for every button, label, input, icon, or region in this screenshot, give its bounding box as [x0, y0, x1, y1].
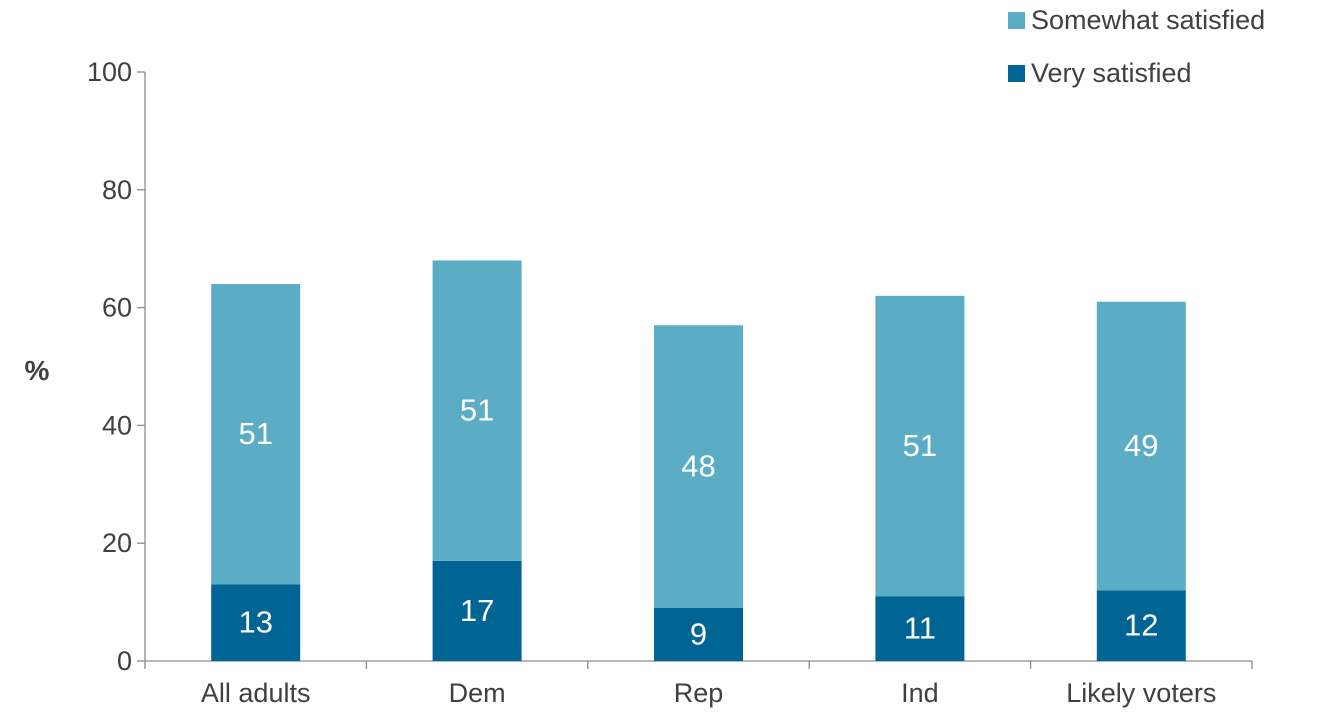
bar-somewhat-satisfied	[432, 260, 522, 561]
bar-very-satisfied	[211, 584, 301, 661]
data-label-somewhat-satisfied: 49	[1124, 428, 1158, 463]
bar-somewhat-satisfied	[211, 284, 301, 585]
y-tick-label: 100	[87, 57, 132, 87]
legend-label-very-satisfied: Very satisfied	[1031, 58, 1192, 88]
data-labels: 13 51 17 51 9 48 11 51 12 49	[238, 393, 1158, 652]
legend-swatch-somewhat-satisfied	[1008, 12, 1025, 29]
bar-somewhat-satisfied	[875, 295, 965, 597]
bar-somewhat-satisfied	[654, 325, 743, 608]
axes: 0 20 40 60 80 100% All adults Dem Rep Ind Likely v…	[25, 57, 1253, 708]
data-label-very-satisfied: 12	[1124, 608, 1158, 643]
x-tick-label: Ind	[901, 678, 939, 708]
legend-label-somewhat-satisfied: Somewhat satisfied	[1031, 5, 1266, 35]
y-tick-label: 0	[117, 646, 132, 676]
data-label-very-satisfied: 9	[690, 616, 707, 651]
legend-swatch-very-satisfied	[1008, 65, 1025, 82]
y-tick-label: 40	[102, 410, 132, 440]
data-label-somewhat-satisfied: 51	[238, 416, 272, 451]
bar-very-satisfied	[1096, 590, 1186, 661]
x-tick-label: All adults	[201, 678, 311, 708]
data-label-somewhat-satisfied: 51	[460, 393, 494, 428]
data-label-very-satisfied: 11	[904, 611, 936, 646]
bar-somewhat-satisfied	[1096, 301, 1186, 591]
y-tick-label: 60	[102, 293, 132, 323]
x-tick-label: Likely voters	[1066, 678, 1216, 708]
data-label-somewhat-satisfied: 51	[903, 428, 937, 463]
bar-very-satisfied	[875, 596, 965, 661]
y-tick-label: 80	[102, 175, 132, 205]
x-tick-label: Dem	[449, 678, 506, 708]
legend-item-somewhat-satisfied: Somewhat satisfied	[1008, 5, 1265, 36]
y-tick-label: 20	[102, 528, 132, 558]
data-label-somewhat-satisfied: 48	[681, 449, 715, 484]
data-label-very-satisfied: 13	[238, 605, 272, 640]
bar-very-satisfied	[654, 607, 743, 661]
bar-very-satisfied	[432, 560, 522, 661]
data-label-very-satisfied: 17	[460, 593, 494, 628]
y-axis-label: %	[25, 355, 50, 386]
legend: Somewhat satisfied Very satisfied	[1008, 0, 1324, 96]
bars	[211, 260, 1186, 661]
legend-item-very-satisfied: Very satisfied	[1008, 58, 1192, 89]
x-tick-label: Rep	[674, 678, 724, 708]
